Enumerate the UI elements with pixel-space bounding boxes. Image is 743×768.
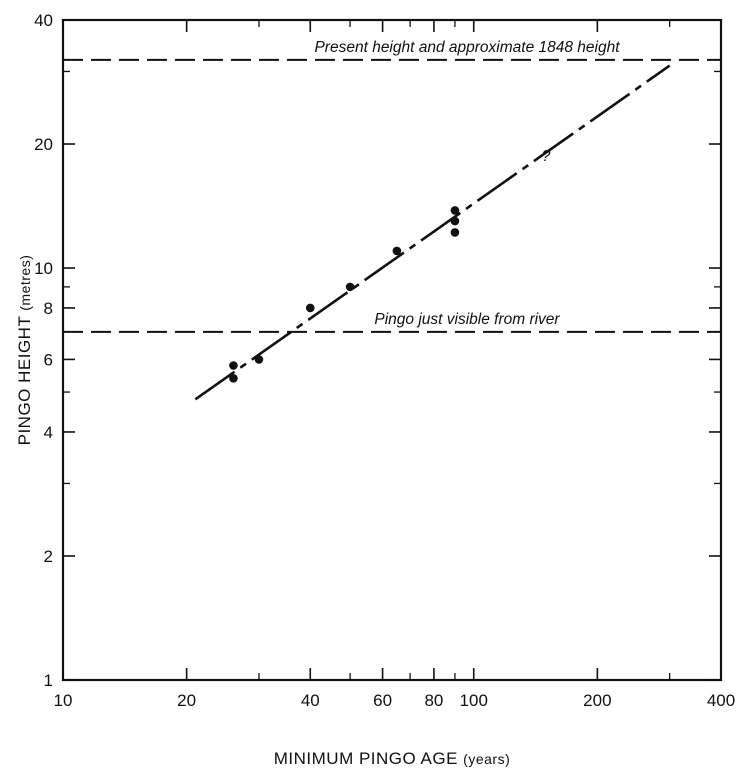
y-tick-label: 6 [44, 350, 53, 369]
x-tick-label: 40 [301, 691, 320, 710]
y-axis-unit: (metres) [17, 255, 33, 311]
y-tick-label: 2 [44, 547, 53, 566]
y-tick-label: 20 [34, 135, 53, 154]
data-point [345, 282, 355, 292]
x-axis-title: MINIMUM PINGO AGE (years) [274, 749, 510, 768]
data-point [450, 228, 460, 237]
data-point [229, 361, 238, 370]
reference-line-label: Present height and approximate 1848 heig… [314, 39, 620, 56]
data-point [305, 303, 315, 313]
y-tick-label: 10 [34, 259, 53, 278]
data-point [450, 206, 460, 215]
data-points [229, 206, 460, 383]
reference-line-label: Pingo just visible from river [374, 311, 560, 328]
x-tick-label: 60 [373, 691, 392, 710]
y-axis-title: PINGO HEIGHT (metres) [15, 255, 34, 446]
data-point [450, 216, 460, 226]
y-tick-label: 1 [44, 671, 53, 690]
y-tick-label: 40 [34, 11, 53, 30]
x-tick-label: 10 [54, 691, 73, 710]
data-point [254, 355, 264, 364]
reference-lines: Present height and approximate 1848 heig… [63, 39, 721, 333]
y-axis-label: PINGO HEIGHT [15, 316, 34, 445]
uncertainty-annotation: ? [542, 148, 551, 165]
data-point [392, 246, 402, 256]
x-tick-label: 100 [460, 691, 488, 710]
plot-frame [61, 18, 723, 682]
data-point [229, 373, 238, 383]
x-tick-label: 200 [583, 691, 611, 710]
x-tick-label: 80 [424, 691, 443, 710]
x-tick-label: 400 [707, 691, 735, 710]
y-tick-label: 8 [44, 299, 53, 318]
trend-line [194, 64, 671, 401]
x-ticks: 10 20 40 60 80 100 200 400 [54, 20, 735, 710]
x-axis-unit: (years) [463, 751, 510, 767]
x-axis-label: MINIMUM PINGO AGE [274, 749, 458, 768]
x-tick-label: 20 [177, 691, 196, 710]
y-ticks: 1 2 4 6 8 10 20 40 [34, 11, 721, 690]
y-tick-label: 4 [44, 423, 53, 442]
